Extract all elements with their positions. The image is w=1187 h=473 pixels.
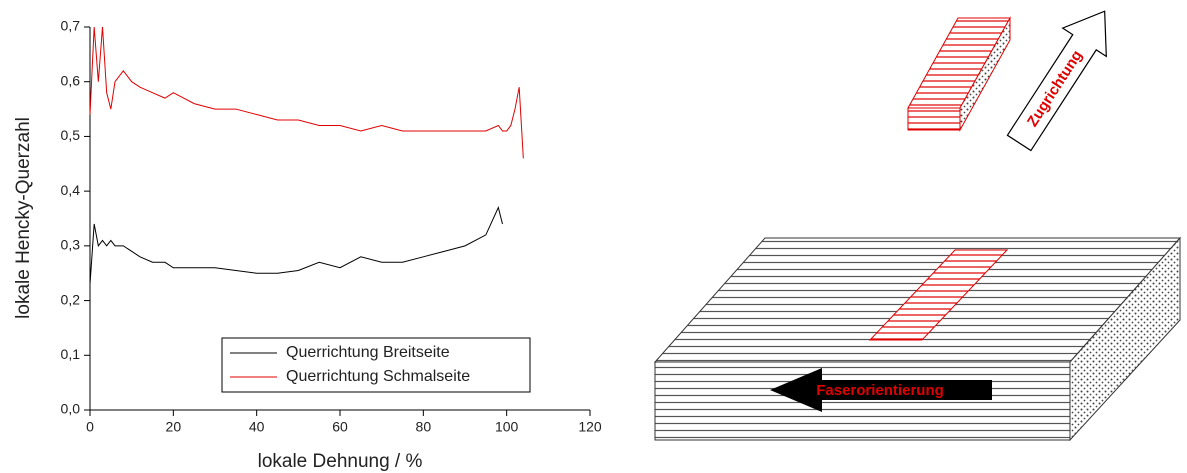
- fiber-orientation-label: Faserorientierung: [816, 382, 944, 399]
- x-tick-label: 100: [495, 419, 519, 435]
- pull-arrow: Zugrichtung: [1006, 10, 1107, 152]
- x-tick-label: 20: [166, 419, 182, 435]
- x-tick-label: 60: [332, 419, 348, 435]
- x-tick-label: 80: [416, 419, 432, 435]
- legend-label: Querrichtung Breitseite: [286, 344, 450, 361]
- y-tick-label: 0,3: [61, 237, 81, 253]
- y-tick-label: 0,4: [61, 182, 81, 198]
- x-tick-label: 40: [249, 419, 265, 435]
- plate: Faserorientierung: [653, 236, 1182, 442]
- series-line: [89, 26, 524, 159]
- legend-box: [221, 337, 531, 393]
- legend-label: Querrichtung Schmalseite: [286, 368, 470, 385]
- x-tick-label: 0: [86, 419, 94, 435]
- x-tick-label: 120: [578, 419, 602, 435]
- pull-direction-label: Zugrichtung: [1024, 47, 1086, 130]
- series-line: [89, 206, 503, 285]
- y-tick-label: 0,5: [61, 127, 81, 143]
- y-axis-label: lokale Hencky-Querzahl: [13, 117, 34, 319]
- plot: 0,0 0,1 0,2 0,3 0,4 0,5 0,6 0,7 0 20 40 60 80 100 120 Q…: [61, 18, 602, 435]
- small-specimen: [907, 16, 1011, 132]
- y-tick-label: 0,6: [61, 72, 81, 88]
- y-tick-label: 0,2: [61, 291, 81, 307]
- y-tick-label: 0,7: [61, 18, 81, 34]
- y-tick-label: 0,0: [61, 401, 81, 417]
- x-axis-label: lokale Dehnung / %: [258, 451, 423, 472]
- y-tick-label: 0,1: [61, 346, 81, 362]
